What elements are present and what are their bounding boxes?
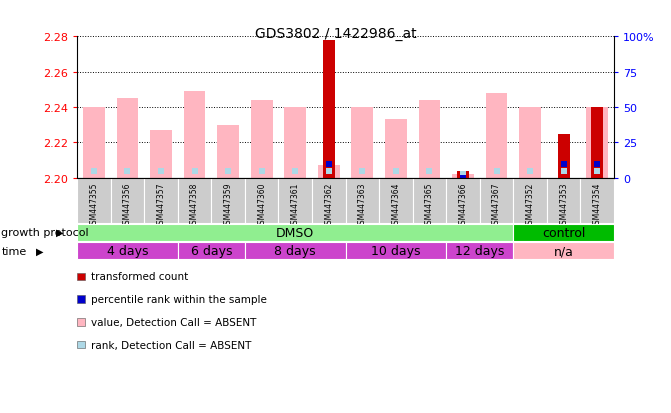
Text: time: time — [1, 246, 27, 256]
Bar — [446, 242, 513, 259]
Bar — [513, 224, 614, 241]
Bar — [446, 178, 480, 223]
Bar — [519, 108, 541, 178]
Text: GDS3802 / 1422986_at: GDS3802 / 1422986_at — [255, 27, 416, 41]
Text: GSM447364: GSM447364 — [391, 182, 401, 228]
Bar — [452, 175, 474, 178]
Text: 6 days: 6 days — [191, 244, 232, 257]
Text: GSM447359: GSM447359 — [223, 182, 233, 228]
Bar — [385, 120, 407, 178]
Text: GSM447360: GSM447360 — [257, 182, 266, 228]
Bar — [278, 178, 312, 223]
Bar — [580, 178, 614, 223]
Bar — [211, 178, 245, 223]
Bar — [77, 242, 178, 259]
Bar — [323, 41, 335, 178]
Bar — [77, 224, 513, 241]
Text: GSM447367: GSM447367 — [492, 182, 501, 228]
Bar — [346, 178, 379, 223]
Text: GSM447365: GSM447365 — [425, 182, 434, 228]
Bar — [318, 166, 340, 178]
Text: ▶: ▶ — [36, 246, 44, 256]
Text: n/a: n/a — [554, 244, 574, 257]
Text: DMSO: DMSO — [276, 226, 315, 239]
Text: growth protocol: growth protocol — [1, 228, 89, 237]
Text: GSM447358: GSM447358 — [190, 182, 199, 228]
Bar — [217, 126, 239, 178]
Bar — [480, 178, 513, 223]
Bar — [586, 108, 608, 178]
Text: GSM447357: GSM447357 — [156, 182, 166, 228]
Bar — [144, 178, 178, 223]
Text: percentile rank within the sample: percentile rank within the sample — [91, 294, 266, 304]
Bar — [83, 108, 105, 178]
Bar — [178, 178, 211, 223]
Text: GSM447354: GSM447354 — [592, 182, 602, 228]
Bar — [352, 108, 373, 178]
Bar — [558, 134, 570, 178]
Bar — [251, 101, 272, 178]
Text: 8 days: 8 days — [274, 244, 316, 257]
Text: GSM447363: GSM447363 — [358, 182, 367, 228]
Bar — [413, 178, 446, 223]
Bar — [245, 242, 346, 259]
Bar — [457, 171, 469, 178]
Text: GSM447353: GSM447353 — [559, 182, 568, 228]
Bar — [419, 101, 440, 178]
Bar — [486, 94, 507, 178]
Bar — [379, 178, 413, 223]
Text: GSM447362: GSM447362 — [324, 182, 333, 228]
Text: GSM447355: GSM447355 — [89, 182, 99, 228]
Text: rank, Detection Call = ABSENT: rank, Detection Call = ABSENT — [91, 340, 251, 350]
Text: GSM447366: GSM447366 — [458, 182, 468, 228]
Bar — [111, 178, 144, 223]
Bar — [513, 178, 547, 223]
Bar — [513, 242, 614, 259]
Text: GSM447352: GSM447352 — [525, 182, 535, 228]
Text: control: control — [542, 226, 585, 239]
Bar — [150, 131, 172, 178]
Text: 12 days: 12 days — [455, 244, 505, 257]
Text: value, Detection Call = ABSENT: value, Detection Call = ABSENT — [91, 317, 256, 327]
Text: ▶: ▶ — [56, 228, 64, 237]
Bar — [346, 242, 446, 259]
Bar — [245, 178, 278, 223]
Bar — [178, 242, 245, 259]
Text: 4 days: 4 days — [107, 244, 148, 257]
Bar — [285, 108, 306, 178]
Text: 10 days: 10 days — [371, 244, 421, 257]
Text: transformed count: transformed count — [91, 272, 188, 282]
Bar — [591, 108, 603, 178]
Text: GSM447361: GSM447361 — [291, 182, 300, 228]
Bar — [547, 178, 580, 223]
Text: GSM447356: GSM447356 — [123, 182, 132, 228]
Bar — [117, 99, 138, 178]
Bar — [312, 178, 346, 223]
Bar — [184, 92, 205, 178]
Bar — [77, 178, 111, 223]
